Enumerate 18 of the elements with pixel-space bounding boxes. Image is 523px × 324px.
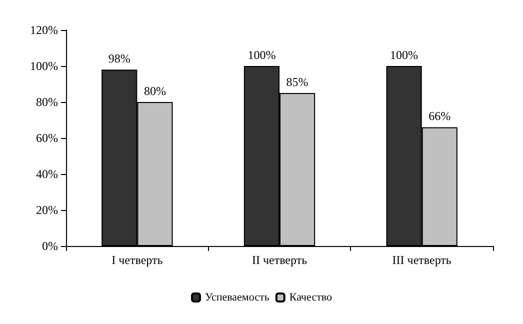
data-label: 98% (108, 52, 130, 66)
data-label: 100% (248, 48, 276, 62)
x-tick-label: I четверть (112, 253, 164, 267)
y-tick-label: 100% (30, 59, 58, 73)
y-tick-label: 80% (36, 95, 58, 109)
data-label: 100% (390, 48, 418, 62)
data-label: 66% (428, 109, 451, 124)
data-label: 80% (144, 84, 166, 98)
y-tick-label: 20% (36, 203, 58, 217)
x-tick-label: III четверть (392, 253, 452, 267)
legend-label: Качество (289, 292, 332, 304)
data-label: 85% (286, 75, 308, 89)
y-tick-label: 0% (42, 239, 58, 253)
legend-label: Успеваемость (205, 292, 270, 304)
x-tick-label: II четверть (252, 253, 308, 267)
y-tick-label: 60% (36, 131, 58, 145)
y-tick-label: 40% (36, 167, 58, 181)
y-tick-label: 120% (30, 23, 58, 37)
